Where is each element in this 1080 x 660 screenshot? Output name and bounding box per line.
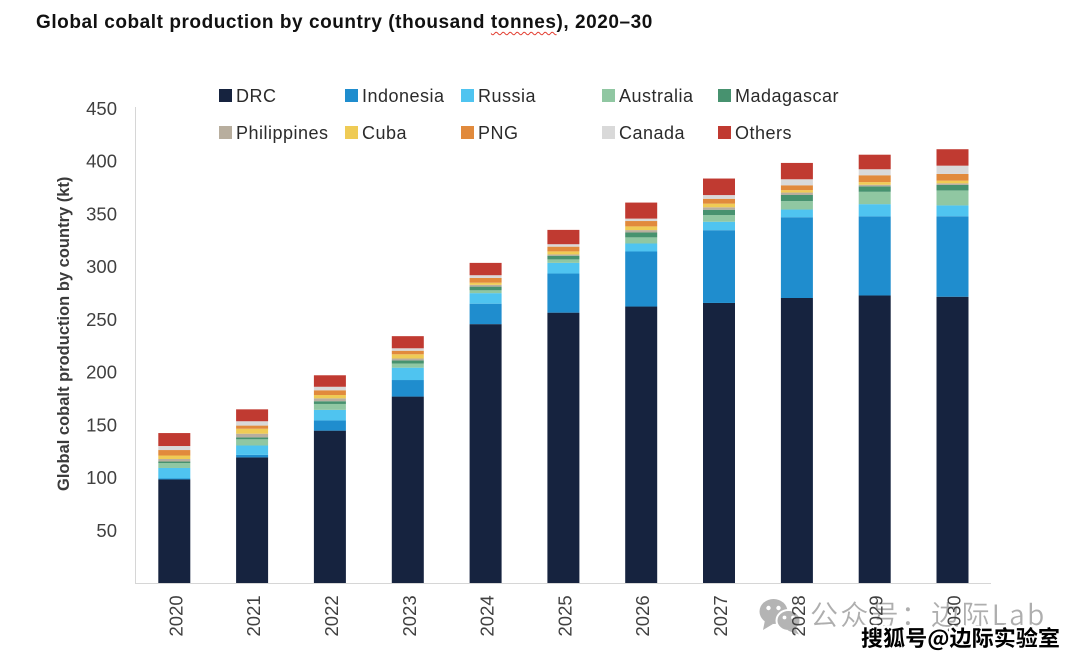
svg-text:Global cobalt production by co: Global cobalt production by country (kt)	[55, 177, 73, 491]
svg-text:2021: 2021	[243, 595, 264, 636]
svg-text:2020: 2020	[165, 595, 186, 636]
svg-text:2026: 2026	[632, 595, 653, 636]
svg-text:2023: 2023	[399, 595, 420, 636]
svg-text:50: 50	[96, 520, 117, 541]
svg-text:300: 300	[86, 256, 117, 277]
svg-text:2028: 2028	[788, 595, 809, 636]
svg-text:250: 250	[86, 309, 117, 330]
svg-text:150: 150	[86, 414, 117, 435]
svg-text:100: 100	[86, 467, 117, 488]
svg-text:400: 400	[86, 151, 117, 172]
svg-text:2027: 2027	[710, 595, 731, 636]
svg-text:200: 200	[86, 362, 117, 383]
svg-text:450: 450	[86, 98, 117, 119]
svg-text:350: 350	[86, 204, 117, 225]
svg-text:2025: 2025	[554, 595, 575, 636]
svg-text:2022: 2022	[321, 595, 342, 636]
svg-text:2024: 2024	[477, 595, 498, 636]
